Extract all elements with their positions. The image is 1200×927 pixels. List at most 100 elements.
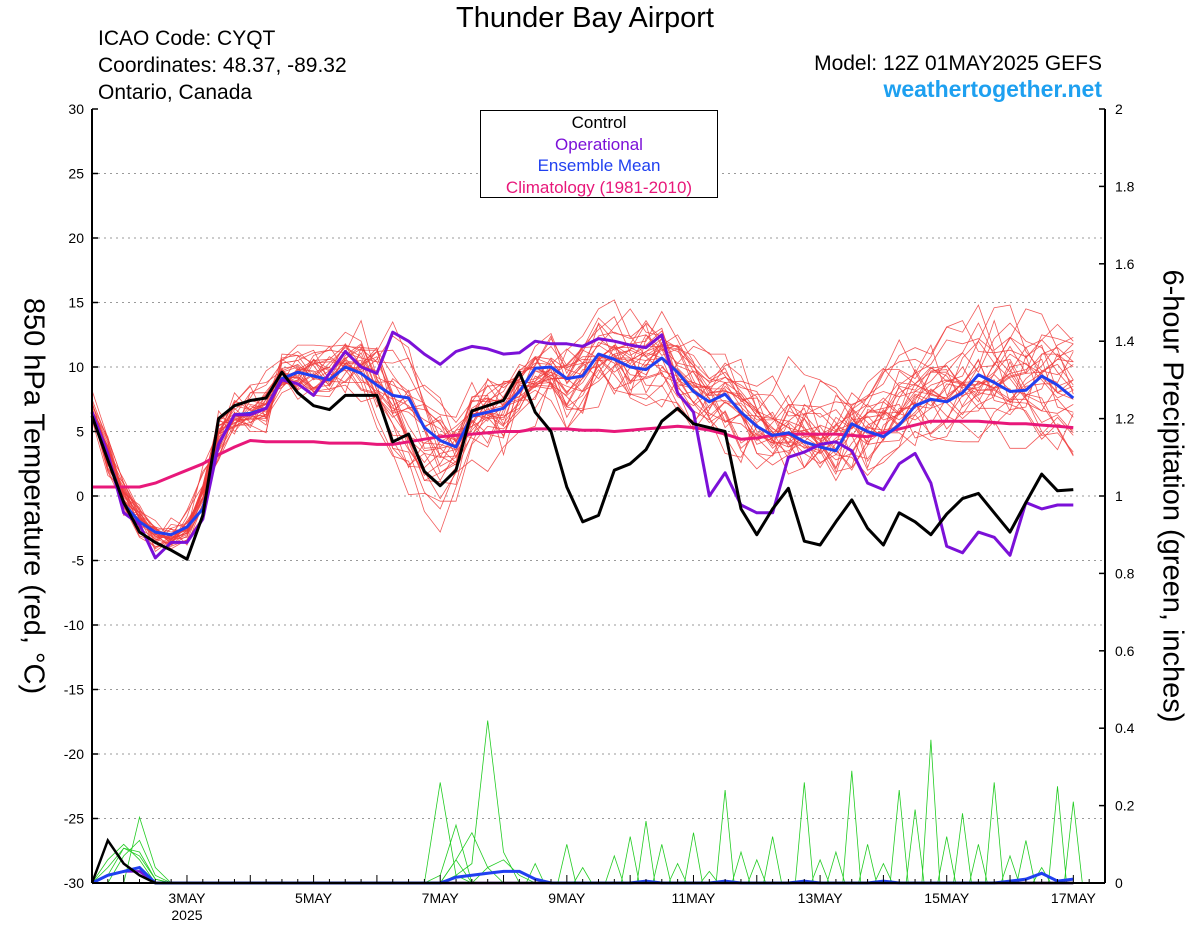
member-line	[91, 322, 1074, 543]
y-tick-label-right: 0.2	[1115, 798, 1135, 814]
y-tick-label-left: 15	[68, 295, 84, 311]
site-link[interactable]: weathertogether.net	[883, 76, 1102, 102]
y-tick-label-left: -20	[64, 746, 84, 762]
y-tick-label-left: -30	[64, 875, 84, 891]
precip-member-line	[91, 847, 1074, 884]
y-tick-label-left: 0	[76, 488, 84, 504]
y-tick-label-left: 20	[68, 230, 84, 246]
y-tick-label-right: 1.4	[1115, 333, 1135, 349]
y-axis-label-left: 850 hPa Temperature (red, °C)	[17, 297, 50, 695]
precip-spike	[604, 854, 624, 884]
precip-spike	[889, 790, 909, 884]
x-tick-sublabel: 2025	[171, 907, 202, 923]
precipitation-main	[90, 837, 1074, 885]
precip-spike	[684, 832, 703, 884]
y-tick-label-right: 0.4	[1115, 720, 1135, 736]
x-tick-label: 17MAY	[1051, 890, 1097, 906]
precip-member-line	[92, 815, 1074, 884]
x-tick-label: 11MAY	[672, 890, 716, 906]
climo-line	[92, 419, 1074, 489]
precip-spike	[668, 862, 687, 884]
precip-spike	[1016, 840, 1036, 884]
precip-spike	[1048, 786, 1067, 884]
precip-member-line	[92, 720, 1074, 884]
precip-spike	[905, 809, 925, 884]
precip-spike	[794, 782, 814, 884]
precip-spike	[699, 870, 719, 884]
legend-mean: Ensemble Mean	[537, 156, 661, 175]
precip-spike	[921, 739, 941, 884]
y-tick-label-left: 25	[68, 166, 84, 182]
precip-spike	[620, 836, 640, 884]
precipitation-members	[91, 720, 1083, 884]
precip-spike	[842, 770, 862, 884]
y-tick-label-right: 1.6	[1115, 256, 1135, 272]
precip-member-line	[92, 831, 1074, 884]
y-tick-label-left: 10	[68, 359, 84, 375]
operational-line	[90, 330, 1074, 560]
member-line	[91, 320, 1074, 538]
tick-labels: 30 25 20 15 10 5 0 -5 -10 -15 -20 -25 -30 2 1.8 1.6 1.4 1…	[64, 101, 1135, 923]
y-tick-label-right: 2	[1115, 101, 1123, 117]
y-tick-label-left: 5	[76, 424, 84, 440]
y-tick-label-right: 1.2	[1115, 411, 1135, 427]
precip-spike	[763, 836, 782, 884]
member-line	[91, 350, 1074, 550]
precip-spike	[573, 866, 593, 884]
precip-spike	[557, 844, 577, 884]
y-tick-label-left: -5	[72, 553, 85, 569]
precip-spike	[652, 844, 672, 884]
member-line	[91, 304, 1074, 538]
precip-spike	[810, 858, 830, 884]
legend-control: Control	[571, 113, 627, 132]
member-line	[91, 335, 1074, 549]
precip-spike	[747, 858, 767, 884]
main-series	[90, 330, 1075, 561]
coordinates: Coordinates: 48.37, -89.32	[98, 54, 347, 77]
precip-spike	[858, 844, 877, 884]
precip-spike	[731, 850, 751, 884]
y-tick-label-right: 0.8	[1115, 565, 1135, 581]
y-tick-label-right: 0.6	[1115, 643, 1135, 659]
member-line	[91, 327, 1074, 546]
member-line	[91, 317, 1074, 540]
precip-spike	[874, 862, 893, 884]
ensemble-members	[91, 299, 1074, 553]
x-tick-label: 9MAY	[548, 890, 586, 906]
precip-spike	[1000, 854, 1020, 884]
precip-spike	[937, 836, 957, 884]
precip-member-line	[92, 823, 1074, 884]
y-tick-label-right: 1.8	[1115, 178, 1135, 194]
y-tick-label-right: 0	[1115, 875, 1123, 891]
legend-operational: Operational	[555, 134, 643, 154]
y-tick-label-left: 30	[68, 101, 84, 117]
y-tick-label-left: -15	[64, 682, 84, 698]
legend: Control Operational Ensemble Mean Climat…	[480, 110, 718, 198]
precip-member-line	[91, 847, 1074, 884]
x-tick-label: 7MAY	[422, 890, 460, 906]
page-title: Thunder Bay Airport	[456, 2, 714, 34]
x-tick-label: 5MAY	[295, 890, 333, 906]
x-tick-label: 3MAY	[168, 890, 206, 906]
y-tick-label-left: -25	[64, 811, 84, 827]
x-tick-label: 15MAY	[924, 890, 970, 906]
model-run: Model: 12Z 01MAY2025 GEFS	[814, 52, 1102, 75]
member-line	[91, 322, 1074, 542]
member-line	[91, 338, 1074, 546]
precip-control-line	[90, 837, 1074, 885]
precip-member-line	[91, 843, 1074, 884]
gridlines	[92, 173, 1105, 819]
control-line	[90, 370, 1074, 561]
precip-spike	[1063, 801, 1083, 884]
precip-spike	[953, 813, 972, 884]
precip-spike	[969, 844, 988, 884]
y-tick-label-left: -10	[64, 617, 84, 633]
x-tick-label: 13MAY	[798, 890, 844, 906]
precip-spike	[715, 790, 735, 884]
member-line	[91, 299, 1074, 533]
precip-spike	[636, 821, 656, 884]
precip-member-line	[92, 839, 1074, 884]
icao-code: ICAO Code: CYQT	[98, 27, 276, 50]
y-axis-label-right: 6-hour Precipitation (green, inches)	[1156, 269, 1189, 723]
